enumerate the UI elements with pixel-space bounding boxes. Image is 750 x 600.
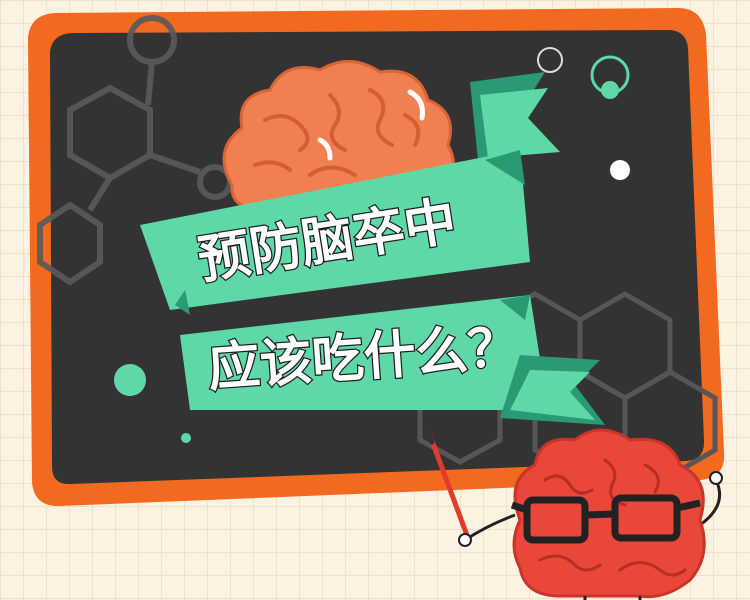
brain-icon	[222, 60, 455, 212]
glasses-icon	[510, 494, 701, 544]
decor-dots	[114, 47, 630, 443]
brain-character	[458, 428, 723, 600]
title-ribbon: 预防脑卒中 应该吃什么？	[140, 72, 605, 425]
pointer-stick	[425, 427, 471, 541]
